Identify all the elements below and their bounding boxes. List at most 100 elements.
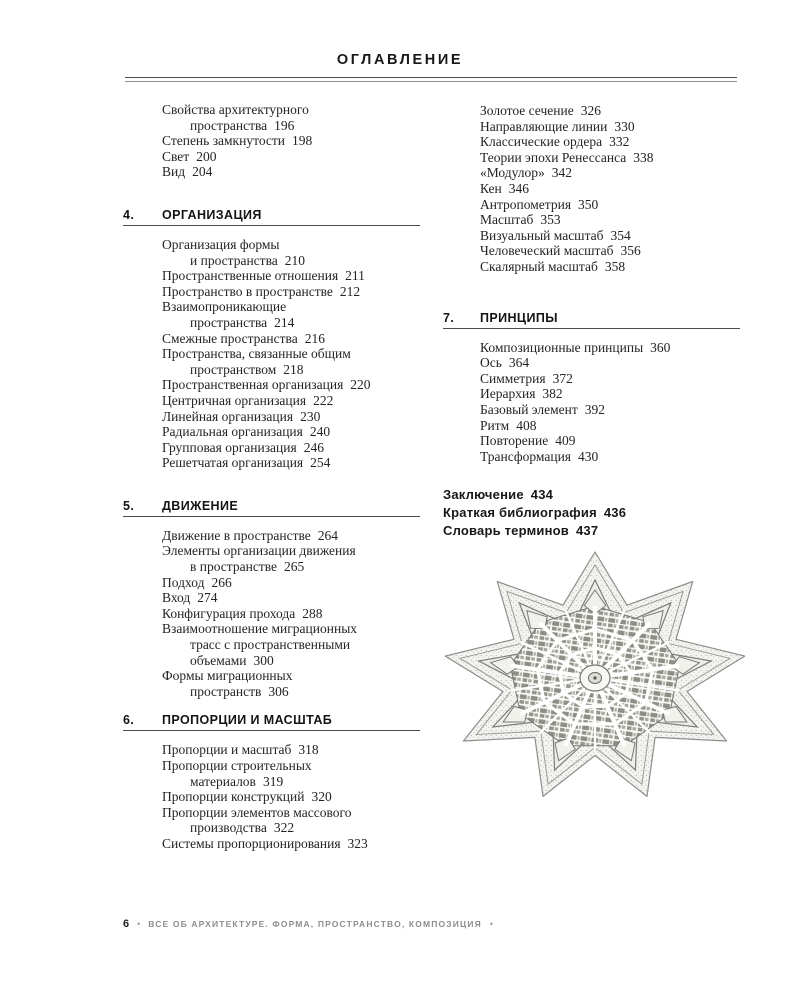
entry-label: Пропорции элементов массового производст… xyxy=(162,804,352,836)
toc-entry: Пространственные отношения 211 xyxy=(162,268,438,284)
page-title: ОГЛАВЛЕНИЕ xyxy=(336,52,464,68)
entry-label: Пространственные отношения xyxy=(162,268,339,284)
entry-label: Решетчатая организация xyxy=(162,455,304,471)
entry-page-number: 211 xyxy=(345,268,365,284)
entry-page-number: 353 xyxy=(540,212,561,228)
entry-label: Вид xyxy=(162,164,186,180)
entry-label: Симметрия xyxy=(480,370,546,386)
section-title: ПРИНЦИПЫ xyxy=(480,310,558,325)
toc-entry: Линейная организация 230 xyxy=(162,409,438,425)
entry-label: Заключение xyxy=(443,487,524,503)
entry-page-number: 332 xyxy=(609,134,630,150)
section-title: ПРОПОРЦИИ И МАСШТАБ xyxy=(162,713,333,728)
entry-page-number: 437 xyxy=(575,523,599,539)
entry-label: Краткая библиография xyxy=(443,505,597,521)
entry-page-number: 300 xyxy=(253,652,274,668)
entry-label: Человеческий масштаб xyxy=(480,243,614,259)
toc-entry: Ритм 408 xyxy=(480,418,775,434)
entry-label: Степень замкнутости xyxy=(162,133,286,149)
entry-label: Ось xyxy=(480,355,502,371)
toc-entry: Движение в пространстве 264 xyxy=(162,528,438,544)
entry-label: Базовый элемент xyxy=(480,401,578,417)
toc-entry: Пространства, связанные общим пространст… xyxy=(162,346,438,377)
entry-page-number: 265 xyxy=(284,559,305,575)
entry-page-number: 360 xyxy=(650,339,671,355)
toc-section-entries: Движение в пространстве 264 Элементы орган… xyxy=(162,528,438,700)
toc-entry: Взаимоотношение миграционных трасс с про… xyxy=(162,621,438,668)
toc-intro-entries-right: Золотое сечение 326 Направляющие линии 330 К… xyxy=(480,103,775,275)
entry-page-number: 240 xyxy=(309,424,331,440)
entry-page-number: 342 xyxy=(551,165,573,181)
entry-label: Словарь терминов xyxy=(443,523,569,539)
entry-page-number: 392 xyxy=(584,401,605,417)
entry-label: Повторение xyxy=(480,433,549,449)
toc-entry: Подход 266 xyxy=(162,575,438,591)
entry-label: «Модулор» xyxy=(480,165,545,181)
entry-label: Визуальный масштаб xyxy=(480,227,604,243)
toc-entry: Радиальная организация 240 xyxy=(162,424,438,440)
entry-label: Масштаб xyxy=(480,212,534,228)
entry-label: Классические ордера xyxy=(480,134,603,150)
entry-label: Пропорции строительных материалов xyxy=(162,758,312,789)
toc-entry: Повторение 409 xyxy=(480,433,775,449)
entry-page-number: 254 xyxy=(310,455,331,471)
toc-entry: Словарь терминов 437 xyxy=(443,522,775,540)
entry-page-number: 320 xyxy=(311,789,332,805)
entry-page-number: 274 xyxy=(197,590,218,606)
toc-entry: Пропорции конструкций 320 xyxy=(162,789,438,805)
toc-entry: Групповая организация 246 xyxy=(162,440,438,456)
entry-page-number: 210 xyxy=(284,252,306,268)
entry-label: Ритм xyxy=(480,417,510,433)
toc-right-column: Золотое сечение 326 Направляющие линии 330 К… xyxy=(443,103,775,540)
entry-page-number: 326 xyxy=(580,103,601,118)
entry-page-number: 430 xyxy=(578,448,599,464)
toc-entry: Визуальный масштаб 354 xyxy=(480,228,775,244)
entry-page-number: 350 xyxy=(578,196,599,212)
toc-entry: Пространственная организация 220 xyxy=(162,377,438,393)
entry-page-number: 372 xyxy=(552,370,573,386)
entry-page-number: 356 xyxy=(620,243,641,259)
toc-left-column: Свойства архитектурного пространства 196 С… xyxy=(123,102,438,852)
entry-page-number: 288 xyxy=(302,605,323,621)
toc-entry: Краткая библиография 436 xyxy=(443,504,775,522)
entry-page-number: 436 xyxy=(603,505,627,521)
footer-page-number: 6 xyxy=(123,918,130,930)
entry-label: Композиционные принципы xyxy=(480,339,644,355)
entry-label: Пространство в пространстве xyxy=(162,283,333,299)
entry-page-number: 196 xyxy=(274,117,295,133)
entry-page-number: 330 xyxy=(614,118,635,134)
entry-label: Кен xyxy=(480,180,502,196)
toc-entry: Вход 274 xyxy=(162,590,438,606)
star-fortress-plan-icon xyxy=(444,551,746,797)
entry-page-number: 323 xyxy=(347,835,368,851)
toc-entry: Пропорции элементов массового производст… xyxy=(162,805,438,836)
entry-label: Вход xyxy=(162,590,191,606)
entry-page-number: 216 xyxy=(304,330,325,346)
toc-entry: «Модулор» 342 xyxy=(480,165,775,181)
toc-entry: Центричная организация 222 xyxy=(162,393,438,409)
footer-bullet-icon: • xyxy=(137,919,141,929)
section-number: 5. xyxy=(123,498,135,513)
entry-label: Теории эпохи Ренессанса xyxy=(480,149,627,165)
entry-page-number: 204 xyxy=(192,164,213,180)
entry-page-number: 434 xyxy=(530,487,554,503)
entry-label: Линейная организация xyxy=(162,408,294,424)
toc-entry: Конфигурация прохода 288 xyxy=(162,606,438,622)
section-number: 7. xyxy=(443,310,455,325)
toc-entry: Элементы организации движения в простран… xyxy=(162,543,438,574)
footer-book-title: ВСЕ ОБ АРХИТЕКТУРЕ. ФОРМА, ПРОСТРАНСТВО,… xyxy=(148,919,482,929)
entry-page-number: 354 xyxy=(610,227,631,243)
toc-entry: Пространство в пространстве 212 xyxy=(162,284,438,300)
entry-label: Свойства архитектурного пространства xyxy=(162,102,309,133)
entry-label: Групповая организация xyxy=(162,439,297,455)
page-footer: 6 • ВСЕ ОБ АРХИТЕКТУРЕ. ФОРМА, ПРОСТРАНС… xyxy=(123,918,493,930)
entry-page-number: 200 xyxy=(196,148,217,164)
toc-entry: Решетчатая организация 254 xyxy=(162,455,438,471)
toc-section-entries: Пропорции и масштаб 318 Пропорции строител… xyxy=(162,742,438,851)
entry-page-number: 306 xyxy=(268,683,289,699)
entry-page-number: 218 xyxy=(283,361,304,377)
entry-page-number: 318 xyxy=(298,742,319,758)
entry-page-number: 409 xyxy=(555,433,576,449)
entry-page-number: 220 xyxy=(350,377,371,393)
toc-entry: Скалярный масштаб 358 xyxy=(480,259,775,275)
